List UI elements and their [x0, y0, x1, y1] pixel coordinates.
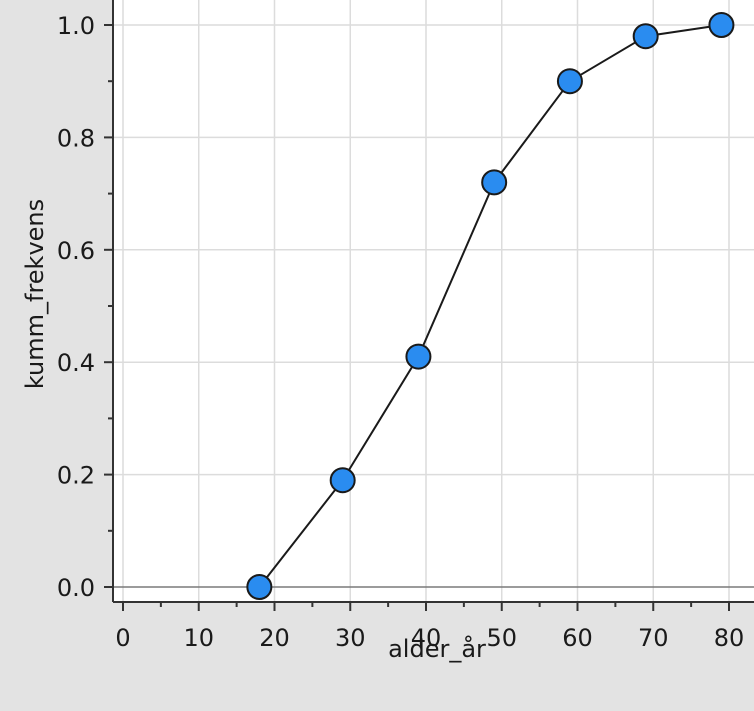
x-tick-label: 60: [562, 624, 593, 652]
data-point: [481, 169, 508, 196]
axes: 0.0 0.2 0.4 0.6 0.8 1.0 0 10 20 30 40 50 60 70 80: [57, 0, 754, 652]
x-tick-label: 30: [335, 624, 366, 652]
data-point: [405, 343, 432, 370]
x-tick-label: 0: [115, 624, 130, 652]
x-tick-label: 20: [259, 624, 290, 652]
data-point: [708, 12, 735, 38]
y-axis-title: kumm_frekvens: [21, 199, 49, 389]
x-tick-label: 80: [714, 624, 745, 652]
data-point: [556, 68, 583, 95]
data-point: [632, 23, 659, 50]
y-tick-label: 0.4: [57, 349, 95, 377]
y-tick-label: 0.2: [57, 462, 95, 490]
x-axis-title: alder_år: [388, 634, 486, 663]
data-point: [246, 574, 273, 600]
data-point: [329, 467, 356, 494]
y-tick-label: 1.0: [57, 12, 95, 40]
data-series: [246, 12, 735, 600]
x-tick-label: 40: [411, 624, 442, 652]
y-tick-label: 0.6: [57, 237, 95, 265]
x-tick-label: 50: [486, 624, 517, 652]
plot-area: [113, 0, 754, 602]
y-tick-label: 0.8: [57, 124, 95, 152]
x-tick-label: 10: [183, 624, 214, 652]
y-tick-label: 0.0: [57, 574, 95, 602]
x-tick-label: 70: [638, 624, 669, 652]
